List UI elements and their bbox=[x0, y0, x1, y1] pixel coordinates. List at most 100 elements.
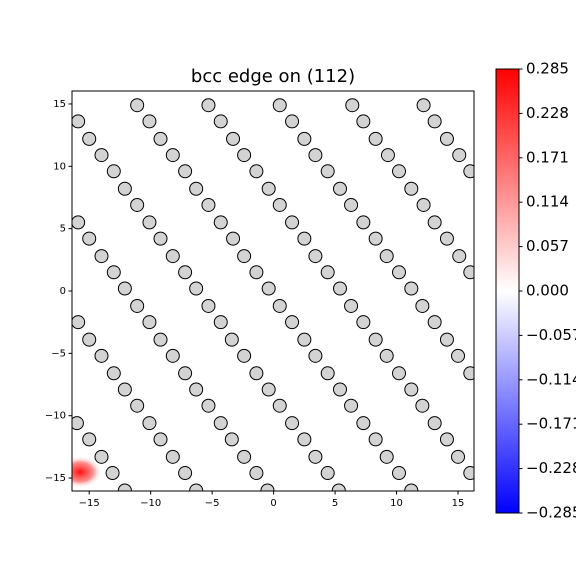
atom bbox=[439, 131, 454, 146]
atom bbox=[344, 197, 359, 212]
atom bbox=[165, 148, 180, 163]
atom bbox=[272, 98, 287, 113]
atom bbox=[297, 231, 312, 246]
atom bbox=[427, 416, 442, 431]
y-tick-label: 10 bbox=[53, 161, 66, 172]
atom bbox=[189, 382, 204, 397]
atom bbox=[416, 98, 431, 113]
atom bbox=[94, 348, 109, 363]
atom bbox=[249, 466, 264, 481]
atom bbox=[237, 249, 252, 264]
atom bbox=[213, 215, 228, 230]
atom bbox=[427, 215, 442, 230]
atom bbox=[142, 315, 157, 330]
atom bbox=[178, 366, 193, 381]
atom bbox=[237, 449, 252, 464]
atom bbox=[333, 181, 347, 196]
colorbar-tick-label: 0.057 bbox=[526, 237, 569, 255]
atom bbox=[201, 298, 216, 313]
atom bbox=[439, 231, 454, 246]
atom bbox=[165, 348, 180, 363]
atom bbox=[224, 432, 239, 447]
atom bbox=[153, 131, 168, 146]
atom bbox=[153, 332, 168, 347]
atom bbox=[153, 432, 168, 447]
atom bbox=[297, 131, 312, 146]
atom bbox=[344, 398, 359, 413]
atom bbox=[153, 231, 168, 246]
atom bbox=[345, 98, 360, 113]
atom bbox=[224, 332, 239, 347]
plot-layer bbox=[72, 98, 474, 491]
chart-title: bcc edge on (112) bbox=[191, 66, 355, 87]
x-tick-label: 0 bbox=[270, 498, 276, 509]
atom bbox=[72, 416, 84, 431]
atom bbox=[249, 164, 264, 179]
atom bbox=[82, 231, 97, 246]
atom bbox=[451, 348, 466, 363]
y-tick-label: 0 bbox=[60, 286, 66, 297]
colorbar bbox=[495, 68, 520, 514]
colorbar-tick-label: −0.171 bbox=[526, 415, 576, 433]
atom bbox=[237, 348, 252, 363]
atom bbox=[392, 466, 407, 481]
atom bbox=[130, 298, 145, 313]
atom bbox=[463, 366, 474, 381]
atom bbox=[142, 114, 157, 129]
atom bbox=[379, 348, 394, 363]
atom bbox=[379, 449, 394, 464]
colorbar-tick-label: 0.285 bbox=[526, 60, 569, 78]
atom bbox=[452, 249, 467, 264]
atom bbox=[297, 432, 312, 447]
atom bbox=[82, 332, 97, 347]
atom bbox=[392, 265, 407, 280]
colorbar-tick-label: 0.000 bbox=[526, 282, 569, 300]
x-tick-label: 10 bbox=[390, 498, 403, 509]
colorbar-tick-label: −0.228 bbox=[526, 459, 576, 477]
atom bbox=[237, 148, 252, 163]
colorbar-tick-label: −0.285 bbox=[526, 504, 576, 522]
atom bbox=[344, 298, 359, 313]
atom bbox=[82, 131, 97, 146]
atom bbox=[320, 265, 335, 280]
atom bbox=[94, 148, 109, 163]
atom bbox=[117, 382, 132, 397]
atom bbox=[392, 164, 407, 179]
atom bbox=[285, 416, 300, 431]
atom bbox=[142, 215, 157, 230]
atom bbox=[415, 298, 430, 313]
atom bbox=[368, 432, 383, 447]
atom bbox=[178, 164, 193, 179]
atom bbox=[213, 315, 228, 330]
colorbar-tick-label: 0.171 bbox=[526, 148, 569, 166]
atom bbox=[201, 98, 216, 113]
atom bbox=[249, 366, 264, 381]
x-tick-label: 5 bbox=[332, 498, 338, 509]
y-tick-label: 15 bbox=[53, 99, 66, 110]
atom bbox=[117, 181, 132, 196]
atom bbox=[130, 197, 145, 212]
atom bbox=[333, 382, 347, 397]
atom bbox=[285, 315, 300, 330]
atom bbox=[178, 265, 193, 280]
atom bbox=[72, 315, 86, 330]
atom bbox=[308, 148, 323, 163]
colorbar-tick-label: −0.057 bbox=[526, 326, 576, 344]
y-tick-label: 5 bbox=[60, 224, 66, 235]
atom bbox=[451, 449, 466, 464]
atom bbox=[165, 249, 180, 264]
atom bbox=[189, 281, 204, 296]
atom bbox=[201, 398, 216, 413]
atom bbox=[130, 98, 145, 113]
y-tick-label: −10 bbox=[45, 411, 66, 422]
atom bbox=[226, 231, 241, 246]
atom bbox=[261, 382, 276, 397]
atom bbox=[105, 466, 120, 481]
atom bbox=[439, 432, 454, 447]
atom bbox=[320, 466, 335, 481]
atom bbox=[249, 265, 264, 280]
atom bbox=[261, 181, 276, 196]
atom bbox=[368, 131, 383, 146]
atom bbox=[72, 215, 86, 230]
atom bbox=[142, 416, 157, 431]
